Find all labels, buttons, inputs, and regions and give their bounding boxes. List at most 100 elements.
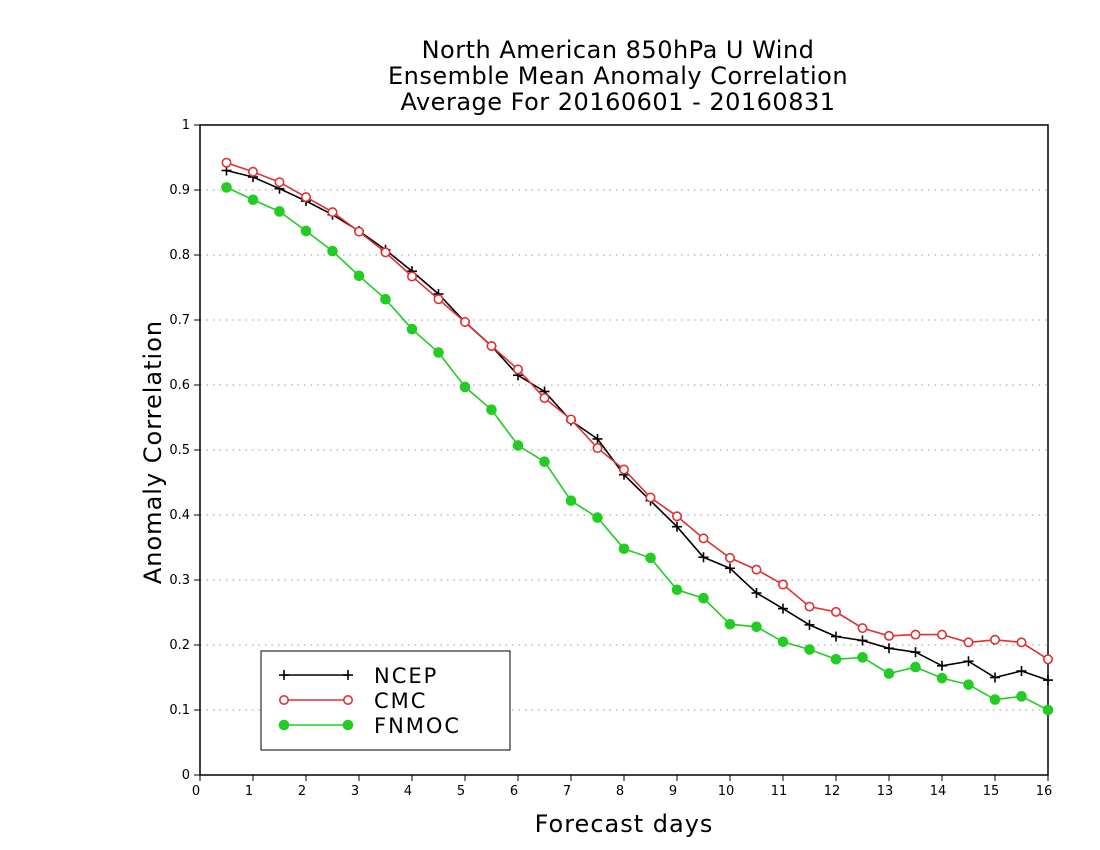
series-cmc-point (459, 316, 470, 327)
series-cmc-point (618, 464, 629, 475)
series-fnmoc-point (698, 592, 709, 604)
series-fnmoc-point (406, 323, 418, 335)
y-tick-label: 0.6 (169, 378, 190, 393)
x-tick-label: 2 (298, 784, 306, 799)
series-fnmoc-point (671, 584, 683, 596)
legend-item-fnmoc: FNMOC (278, 714, 461, 738)
y-tick-label: 0.5 (169, 443, 190, 458)
series-fnmoc-point (459, 381, 471, 393)
x-tick-label: 6 (510, 784, 518, 799)
x-tick-label: 3 (351, 784, 359, 799)
series-cmc-point (963, 637, 974, 648)
x-tick-label: 9 (669, 784, 677, 799)
series-cmc-point (804, 601, 815, 612)
y-tick-label: 0.9 (169, 183, 190, 198)
series-fnmoc-point (274, 206, 285, 217)
series-cmc-point (512, 364, 523, 375)
chart-title-line-1: North American 850hPa U Wind (421, 36, 815, 64)
x-tick-label: 15 (983, 784, 1000, 799)
series-cmc-point (698, 533, 709, 544)
y-tick-label: 0.7 (169, 313, 190, 328)
series-fnmoc-point (539, 456, 550, 468)
series-cmc-point (1043, 654, 1054, 665)
series-fnmoc (221, 182, 1054, 716)
y-tick-label: 1 (182, 118, 190, 133)
series-cmc-point (539, 392, 550, 403)
legend-marker-fnmoc (278, 719, 290, 731)
series-cmc-point (910, 629, 921, 640)
chart-title-line-3: Average For 20160601 - 20160831 (400, 88, 836, 116)
series-cmc-point (300, 192, 311, 203)
series-fnmoc-point (830, 654, 842, 665)
x-tick-label: 14 (930, 784, 947, 799)
series-cmc-point (486, 340, 497, 351)
series-cmc-point (857, 623, 868, 634)
series-cmc-point (380, 247, 391, 258)
series-cmc-point (936, 629, 947, 640)
series-cmc-point (433, 294, 444, 305)
y-tick-label: 0.3 (169, 573, 190, 588)
series-fnmoc-point (936, 672, 948, 684)
series-fnmoc-point (221, 182, 232, 193)
series-fnmoc-point (486, 404, 497, 416)
series-fnmoc-point (592, 512, 603, 523)
series-fnmoc-point (777, 636, 789, 648)
legend-marker-fnmoc (342, 719, 354, 731)
series-fnmoc-point (618, 543, 630, 555)
series-fnmoc-point (247, 194, 259, 206)
legend-label-cmc: CMC (374, 689, 427, 713)
series-fnmoc-point (300, 225, 312, 237)
y-tick-label: 0.4 (169, 508, 190, 523)
x-tick-label: 4 (404, 784, 412, 799)
x-tick-label: 1 (245, 784, 253, 799)
series-cmc-point (274, 177, 285, 188)
series-cmc-point (883, 630, 894, 641)
x-tick-label: 11 (771, 784, 788, 799)
legend-label-ncep: NCEP (374, 664, 438, 688)
series-fnmoc-point (963, 679, 974, 690)
series-fnmoc-point (751, 621, 762, 633)
series-cmc-point (671, 511, 682, 522)
series-layer (221, 157, 1054, 716)
x-tick-label: 0 (192, 784, 200, 799)
series-fnmoc-point (327, 245, 338, 257)
series-cmc-point (592, 443, 603, 454)
x-axis-label: Forecast days (535, 810, 714, 838)
series-fnmoc-point (989, 694, 1001, 705)
series-fnmoc-point (1042, 704, 1054, 716)
series-cmc-point (248, 166, 259, 177)
x-tick-label: 8 (616, 784, 624, 799)
series-fnmoc-point (1016, 691, 1027, 702)
series-cmc-point (353, 226, 364, 237)
chart-title-line-2: Ensemble Mean Anomaly Correlation (387, 62, 849, 90)
series-cmc-point (830, 606, 841, 617)
legend-marker-cmc (342, 694, 353, 705)
series-cmc-point (645, 492, 656, 503)
y-tick-label: 0.2 (169, 638, 190, 653)
axis-ticks: 00.10.20.30.40.50.60.70.80.910 1 2 3 4 5 6 7 8 9 1… (169, 118, 1052, 799)
series-cmc-point (1016, 637, 1027, 648)
series-fnmoc-point (645, 552, 656, 564)
y-axis-label: Anomaly Correlation (139, 320, 167, 584)
series-cmc-line (226, 161, 1049, 660)
y-tick-label: 0.8 (169, 248, 190, 263)
y-tick-label: 0 (182, 768, 190, 783)
series-cmc-point (989, 634, 1000, 645)
x-tick-label: 7 (563, 784, 571, 799)
series-fnmoc-point (883, 668, 895, 679)
legend-label-fnmoc: FNMOC (374, 714, 461, 738)
series-cmc-point (777, 579, 788, 590)
grid-lines (200, 189, 1048, 711)
series-cmc-point (724, 552, 735, 563)
x-tick-label: 12 (824, 784, 841, 799)
series-fnmoc-point (380, 293, 391, 305)
series-fnmoc-point (433, 347, 444, 358)
series-fnmoc-point (857, 652, 868, 663)
x-tick-label: 16 (1036, 784, 1053, 799)
series-fnmoc-point (910, 661, 921, 673)
series-cmc-point (327, 207, 338, 218)
legend-item-ncep: NCEP (279, 664, 438, 688)
series-cmc (221, 157, 1054, 665)
series-fnmoc-point (565, 495, 577, 507)
